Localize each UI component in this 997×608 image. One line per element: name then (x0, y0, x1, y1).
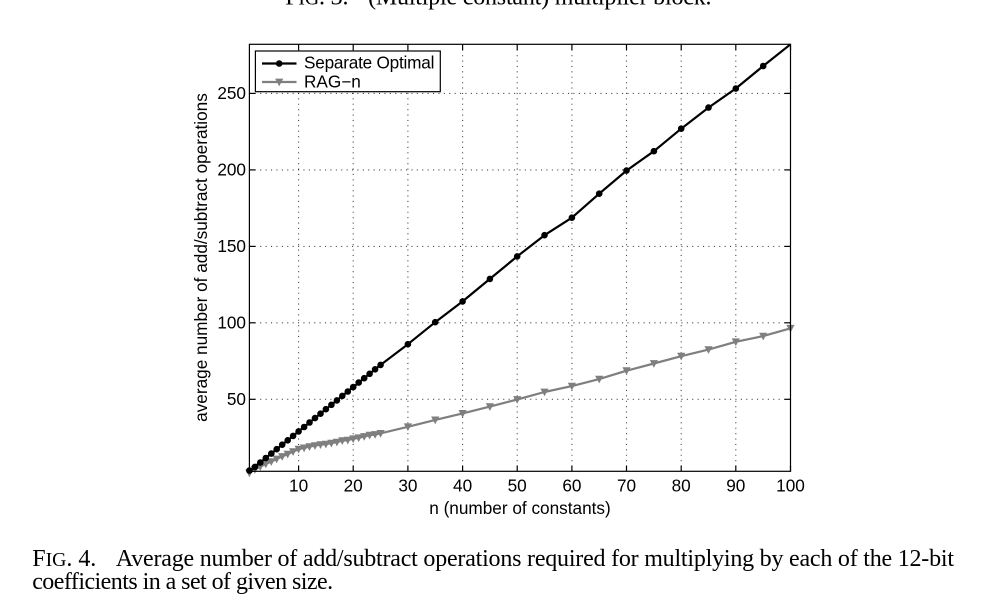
svg-text:100: 100 (217, 313, 246, 333)
svg-text:Average number of add/subtract: Average number of add/subtract operation… (116, 546, 954, 572)
svg-text:100: 100 (776, 475, 805, 495)
svg-text:40: 40 (453, 475, 472, 495)
svg-text:(Multiple constant) multiplier: (Multiple constant) multiplier block. (368, 0, 711, 11)
svg-text:FIG. 4.: FIG. 4. (32, 546, 96, 572)
svg-text:50: 50 (227, 389, 246, 409)
svg-text:average number of add/subtract: average number of add/subtract operation… (191, 93, 211, 422)
svg-text:20: 20 (344, 475, 363, 495)
svg-text:RAG−n: RAG−n (304, 72, 361, 92)
svg-text:60: 60 (562, 475, 581, 495)
svg-text:30: 30 (398, 475, 417, 495)
svg-text:150: 150 (217, 236, 246, 256)
svg-text:200: 200 (217, 160, 246, 180)
svg-text:250: 250 (217, 83, 246, 103)
svg-text:Separate Optimal: Separate Optimal (304, 52, 434, 72)
svg-text:FIG. 3.: FIG. 3. (285, 0, 348, 11)
svg-text:90: 90 (726, 475, 745, 495)
svg-text:n (number of constants): n (number of constants) (429, 498, 611, 518)
svg-text:coefficients in a set of given: coefficients in a set of given size. (32, 569, 333, 595)
svg-text:80: 80 (672, 475, 691, 495)
svg-text:50: 50 (508, 475, 527, 495)
svg-text:10: 10 (289, 475, 308, 495)
svg-text:70: 70 (617, 475, 636, 495)
